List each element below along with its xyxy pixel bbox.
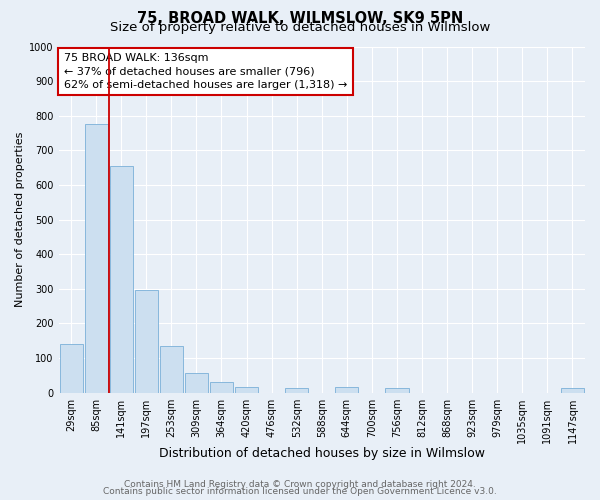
Bar <box>185 373 208 392</box>
X-axis label: Distribution of detached houses by size in Wilmslow: Distribution of detached houses by size … <box>159 447 485 460</box>
Bar <box>235 388 258 392</box>
Bar <box>335 388 358 392</box>
Text: Contains HM Land Registry data © Crown copyright and database right 2024.: Contains HM Land Registry data © Crown c… <box>124 480 476 489</box>
Bar <box>385 388 409 392</box>
Bar <box>135 290 158 392</box>
Y-axis label: Number of detached properties: Number of detached properties <box>15 132 25 307</box>
Text: Contains public sector information licensed under the Open Government Licence v3: Contains public sector information licen… <box>103 488 497 496</box>
Text: 75 BROAD WALK: 136sqm
← 37% of detached houses are smaller (796)
62% of semi-det: 75 BROAD WALK: 136sqm ← 37% of detached … <box>64 54 347 90</box>
Text: 75, BROAD WALK, WILMSLOW, SK9 5PN: 75, BROAD WALK, WILMSLOW, SK9 5PN <box>137 11 463 26</box>
Bar <box>561 388 584 392</box>
Bar <box>210 382 233 392</box>
Bar <box>110 166 133 392</box>
Bar <box>85 124 107 392</box>
Text: Size of property relative to detached houses in Wilmslow: Size of property relative to detached ho… <box>110 22 490 35</box>
Bar <box>285 388 308 392</box>
Bar <box>59 344 83 393</box>
Bar <box>160 346 183 393</box>
